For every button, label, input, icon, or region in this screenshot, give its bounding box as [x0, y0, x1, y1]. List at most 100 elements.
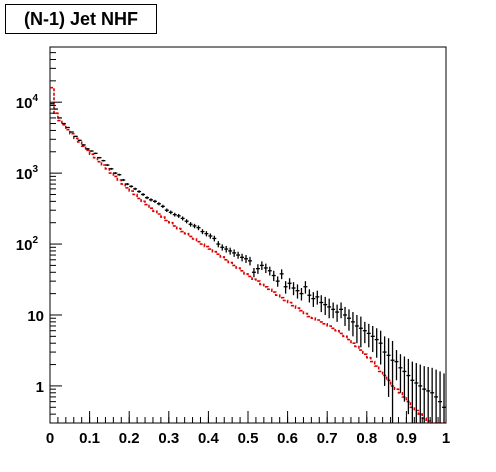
- x-tick-label: 0.4: [198, 430, 220, 447]
- data-point: [196, 225, 201, 231]
- data-point: [204, 231, 209, 237]
- data-point: [101, 159, 106, 162]
- data-point: [149, 198, 153, 202]
- x-tick-label: 0.5: [238, 430, 259, 447]
- data-point: [366, 323, 371, 348]
- mc-series: [50, 86, 446, 424]
- data-point: [192, 223, 197, 229]
- y-tick-label: 10: [27, 308, 44, 325]
- data-point: [418, 364, 423, 423]
- data-point: [133, 187, 138, 191]
- data-point: [160, 204, 165, 209]
- data-point: [358, 316, 363, 348]
- data-point: [105, 164, 110, 166]
- data-point: [232, 249, 237, 257]
- data-point: [335, 304, 340, 322]
- data-point: [129, 185, 134, 188]
- data-point: [434, 369, 439, 423]
- data-point: [362, 321, 367, 344]
- data-point: [255, 264, 260, 274]
- data-point: [61, 122, 66, 125]
- data-point: [81, 144, 86, 146]
- data-point: [259, 261, 264, 271]
- y-tick-exponent: 3: [32, 164, 38, 175]
- y-tick-base: 10: [16, 237, 33, 254]
- x-tick-label: 1: [442, 430, 450, 447]
- y-tick-label: 1: [36, 379, 44, 396]
- data-point: [248, 256, 252, 266]
- data-point: [386, 338, 391, 397]
- data-point: [137, 190, 142, 193]
- y-tick-base: 10: [16, 95, 33, 112]
- data-point: [394, 350, 399, 381]
- data-point: [97, 156, 102, 159]
- data-point: [50, 103, 54, 105]
- data-point: [323, 296, 328, 315]
- data-point: [347, 309, 351, 331]
- data-point: [295, 284, 300, 299]
- data-point: [208, 233, 213, 239]
- data-point: [85, 148, 90, 150]
- data-point: [93, 152, 98, 155]
- data-point: [113, 172, 118, 175]
- data-point: [216, 241, 221, 248]
- data-point: [69, 131, 74, 133]
- data-point: [145, 196, 149, 200]
- x-axis: 0 0.1 0.2 0.3 0.4 0.5 0.6 0.7 0.8 0.9 1: [46, 411, 450, 447]
- data-point: [188, 222, 193, 227]
- data-point: [236, 251, 241, 259]
- data-point: [180, 216, 185, 221]
- data-point: [354, 314, 359, 344]
- data-point: [109, 167, 114, 170]
- data-point: [426, 366, 431, 423]
- data-point: [240, 253, 245, 262]
- data-point: [303, 281, 308, 294]
- data-point: [339, 302, 344, 319]
- data-point: [89, 150, 94, 152]
- data-point: [327, 298, 332, 319]
- data-point: [251, 267, 256, 278]
- data-point: [176, 213, 181, 218]
- data-point: [57, 117, 62, 119]
- data-point: [141, 193, 146, 196]
- data-point: [438, 371, 443, 423]
- y-tick-exponent: 2: [32, 235, 38, 246]
- data-point: [307, 289, 312, 303]
- data-point: [279, 269, 284, 280]
- data-point: [398, 354, 403, 393]
- data-point: [125, 182, 130, 186]
- data-point: [65, 126, 70, 129]
- x-tick-label: 0.3: [158, 430, 179, 447]
- plot-frame: [49, 46, 447, 424]
- data-point: [406, 358, 411, 415]
- data-point: [156, 202, 161, 206]
- data-series: [50, 103, 446, 423]
- data-point: [319, 295, 324, 313]
- data-point: [343, 306, 347, 326]
- data-point: [271, 270, 276, 282]
- data-point: [220, 244, 225, 251]
- data-point: [283, 281, 288, 294]
- data-point: [374, 328, 379, 358]
- data-point: [430, 367, 435, 423]
- data-point: [390, 340, 395, 423]
- data-point: [224, 245, 229, 253]
- data-point: [212, 235, 217, 242]
- data-point: [311, 292, 316, 307]
- x-tick-label: 0: [46, 430, 54, 447]
- data-point: [350, 312, 355, 337]
- data-point: [378, 330, 383, 365]
- data-point: [370, 325, 375, 353]
- y-tick-base: 10: [16, 166, 33, 183]
- mc-step-line: [50, 86, 446, 424]
- data-point: [200, 229, 205, 235]
- data-point: [414, 363, 419, 423]
- data-point: [152, 199, 157, 203]
- data-point: [77, 139, 82, 141]
- x-tick-label: 0.2: [119, 430, 140, 447]
- x-tick-label: 0.6: [277, 430, 298, 447]
- data-point: [287, 278, 292, 290]
- data-point: [267, 266, 272, 276]
